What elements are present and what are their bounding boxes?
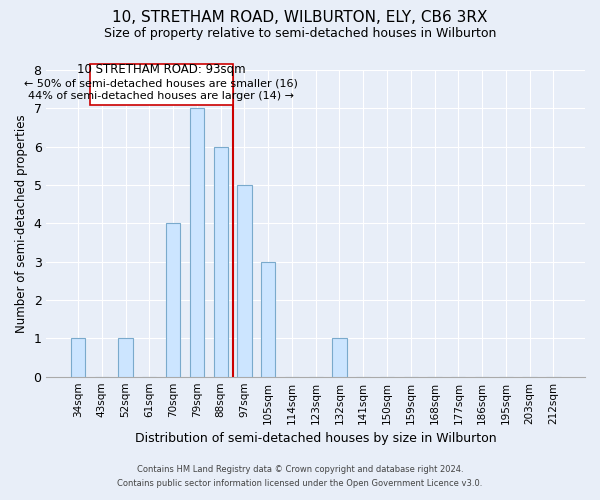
Text: 10, STRETHAM ROAD, WILBURTON, ELY, CB6 3RX: 10, STRETHAM ROAD, WILBURTON, ELY, CB6 3… <box>112 10 488 25</box>
Bar <box>118 338 133 376</box>
Text: 10 STRETHAM ROAD: 93sqm: 10 STRETHAM ROAD: 93sqm <box>77 64 245 76</box>
Bar <box>71 338 85 376</box>
Bar <box>90 64 233 104</box>
Bar <box>214 146 228 376</box>
Bar <box>166 224 180 376</box>
Text: Contains HM Land Registry data © Crown copyright and database right 2024.
Contai: Contains HM Land Registry data © Crown c… <box>118 466 482 487</box>
X-axis label: Distribution of semi-detached houses by size in Wilburton: Distribution of semi-detached houses by … <box>135 432 497 445</box>
Bar <box>261 262 275 376</box>
Y-axis label: Number of semi-detached properties: Number of semi-detached properties <box>15 114 28 332</box>
Text: Size of property relative to semi-detached houses in Wilburton: Size of property relative to semi-detach… <box>104 28 496 40</box>
Bar <box>190 108 204 376</box>
Bar <box>237 185 251 376</box>
Text: 44% of semi-detached houses are larger (14) →: 44% of semi-detached houses are larger (… <box>28 91 294 101</box>
Bar <box>332 338 347 376</box>
Text: ← 50% of semi-detached houses are smaller (16): ← 50% of semi-detached houses are smalle… <box>24 78 298 88</box>
